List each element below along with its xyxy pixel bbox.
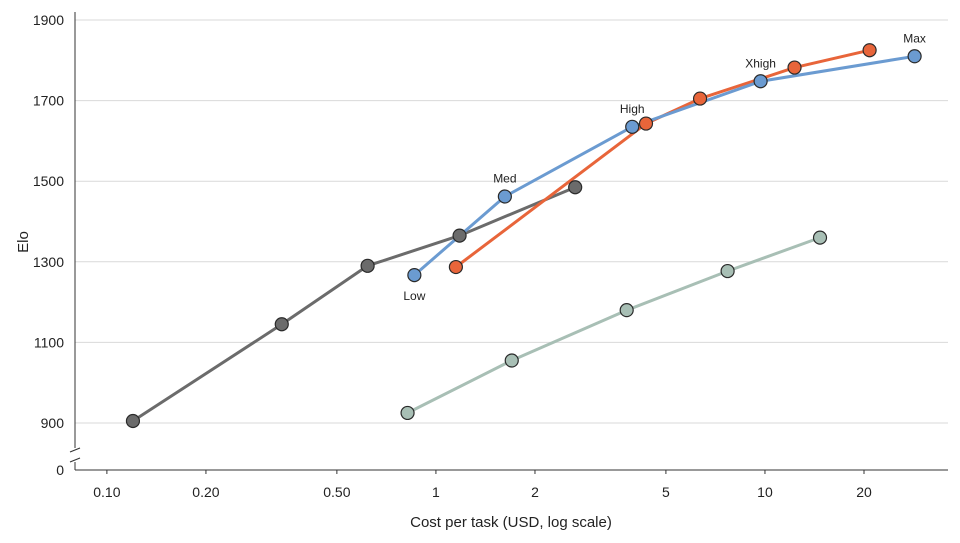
x-tick-label: 1 [432,484,440,500]
y-axis-title: Elo [15,231,32,253]
data-point-series-2 [400,405,415,421]
y-tick-label: 1700 [33,93,64,109]
point-label: Med [493,172,516,186]
series-line-3 [454,48,872,269]
data-point-series-3 [638,116,654,131]
x-tick-label: 0.50 [323,484,350,500]
data-point-series-3 [448,259,463,275]
point-label: High [620,102,645,116]
data-point-series-2 [812,230,828,245]
series-line-2 [406,236,822,415]
data-point-series-3 [692,91,708,106]
x-tick-label: 0.20 [192,484,219,500]
data-point-series-3 [862,43,877,58]
data-point-series-3 [787,60,802,75]
gridlines [75,19,948,424]
point-labels: Low Med High Xhigh Max [403,31,926,303]
data-point-series-1 [360,258,375,273]
y-tick-label: 1900 [33,12,64,28]
y-axis-break-mark [69,447,81,453]
data-point-series-4 [907,49,922,64]
data-point-series-1 [125,413,141,429]
x-tick-label: 20 [856,484,872,500]
x-tick-label: 2 [531,484,539,500]
point-label: Xhigh [745,56,776,70]
data-point-series-4 [407,267,422,283]
data-point-series-2 [504,353,519,368]
series-line-1 [131,185,577,423]
data-point-series-2 [619,303,634,318]
series-lines [131,48,917,423]
x-axis-title: Cost per task (USD, log scale) [410,514,612,531]
axes: 900 1100 1300 1500 1700 1900 0 0.10 0.20 0.50 1 2 5 1… [33,12,948,500]
data-point-series-2 [720,263,735,279]
y-tick-label-zero: 0 [56,462,64,478]
y-tick-label: 1500 [33,173,64,189]
y-tick-label: 1300 [33,254,64,270]
x-tick-label: 5 [662,484,670,500]
data-points [125,43,922,429]
point-label: Low [403,289,425,303]
data-point-series-1 [568,180,583,195]
data-point-series-1 [452,228,467,243]
point-label: Max [903,31,926,45]
x-tick-label: 10 [757,484,773,500]
y-axis-break-mark [69,457,81,463]
data-point-series-4 [625,119,640,134]
x-tick-label: 0.10 [93,484,120,500]
y-tick-label: 900 [41,415,65,431]
data-point-series-4 [753,74,768,89]
data-point-series-1 [274,317,289,332]
data-point-series-4 [497,189,512,204]
y-tick-label: 1100 [34,334,64,350]
